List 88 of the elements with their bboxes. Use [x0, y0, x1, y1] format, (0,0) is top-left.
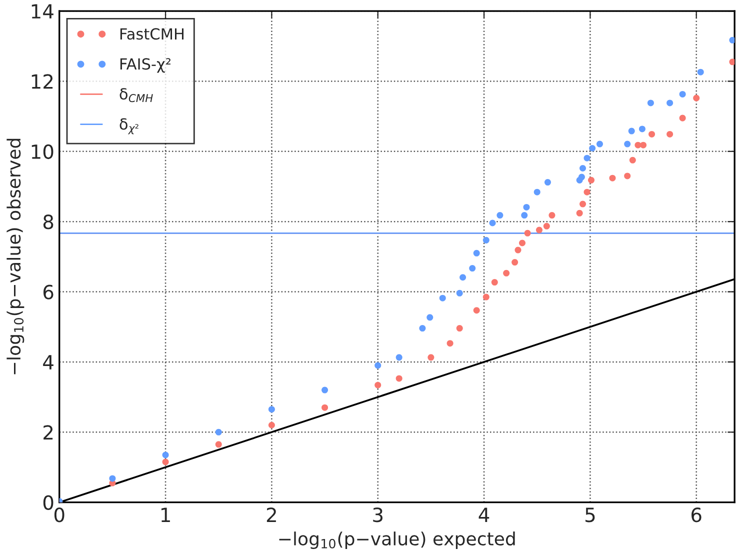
x-tick-label: 2	[266, 508, 276, 522]
point	[524, 230, 531, 236]
point	[679, 114, 686, 122]
legend-label: δ$_{χ²}$	[120, 118, 138, 134]
point	[588, 176, 595, 184]
x-tick-label: 0	[54, 508, 64, 522]
point	[428, 354, 434, 361]
point	[109, 475, 116, 482]
point	[693, 94, 700, 102]
point	[162, 452, 169, 458]
point	[215, 428, 222, 436]
y-tick-label: 14	[32, 4, 54, 18]
point	[666, 100, 674, 106]
point	[460, 274, 466, 281]
point	[521, 212, 528, 219]
point	[580, 200, 586, 208]
point	[491, 279, 498, 286]
legend-label: FAIS-χ²	[120, 58, 170, 73]
y-tick-label: 2	[44, 425, 53, 440]
point	[648, 130, 656, 138]
point	[697, 68, 704, 76]
x-tick-label: 5	[586, 508, 595, 522]
y-tick-label: 12	[32, 74, 53, 89]
point	[268, 422, 275, 428]
point	[439, 294, 446, 302]
y-axis-title: −log$_{10}$(p−value) observed	[6, 138, 24, 374]
point	[482, 236, 490, 244]
point	[584, 154, 590, 162]
point	[496, 212, 504, 219]
y-tick-label: 4	[43, 355, 54, 370]
y-tick-label: 10	[32, 144, 54, 160]
point	[456, 325, 463, 332]
point	[162, 458, 169, 466]
point	[629, 156, 636, 164]
point	[628, 128, 635, 134]
point	[456, 290, 463, 296]
point	[446, 340, 454, 347]
point	[503, 270, 510, 276]
point	[419, 325, 426, 332]
point	[268, 406, 275, 413]
point	[374, 362, 382, 369]
x-tick-label: 3	[373, 508, 382, 522]
point	[609, 174, 616, 182]
point	[729, 36, 735, 44]
point	[322, 386, 328, 394]
point	[396, 375, 402, 382]
point	[647, 100, 654, 106]
x-tick-label: 1	[161, 508, 170, 522]
point	[596, 140, 604, 148]
point	[396, 354, 402, 361]
point	[512, 259, 518, 266]
point	[638, 126, 646, 132]
point	[624, 172, 631, 180]
point	[544, 179, 551, 186]
point	[426, 314, 434, 321]
point	[640, 142, 647, 148]
point	[580, 164, 586, 172]
point	[624, 140, 631, 148]
point	[473, 250, 480, 256]
x-tick-label: 6	[692, 508, 702, 522]
y-tick-label: 6	[43, 284, 54, 300]
x-tick-label: 4	[478, 508, 490, 522]
point	[666, 130, 674, 138]
point	[489, 220, 496, 226]
point	[578, 174, 585, 180]
point	[729, 58, 735, 66]
y-tick-label: 8	[43, 214, 54, 230]
legend-label: FastCMH	[120, 28, 184, 40]
point	[482, 294, 490, 300]
y-tick-label: 0	[43, 495, 54, 510]
point	[536, 226, 542, 234]
point	[543, 222, 550, 230]
point	[514, 246, 522, 254]
point	[679, 90, 686, 98]
point	[576, 210, 583, 216]
point	[374, 382, 382, 388]
point	[473, 307, 480, 314]
legend-label: δ$_{CMH}$	[120, 88, 153, 102]
x-axis-title: −log$_{10}$(p−value) expected	[279, 532, 515, 550]
point	[215, 441, 222, 448]
point	[469, 265, 476, 272]
point	[534, 188, 540, 196]
point	[584, 188, 590, 196]
point	[322, 404, 328, 411]
point	[548, 212, 556, 219]
point	[589, 144, 596, 152]
point	[523, 204, 530, 210]
point	[518, 240, 526, 246]
